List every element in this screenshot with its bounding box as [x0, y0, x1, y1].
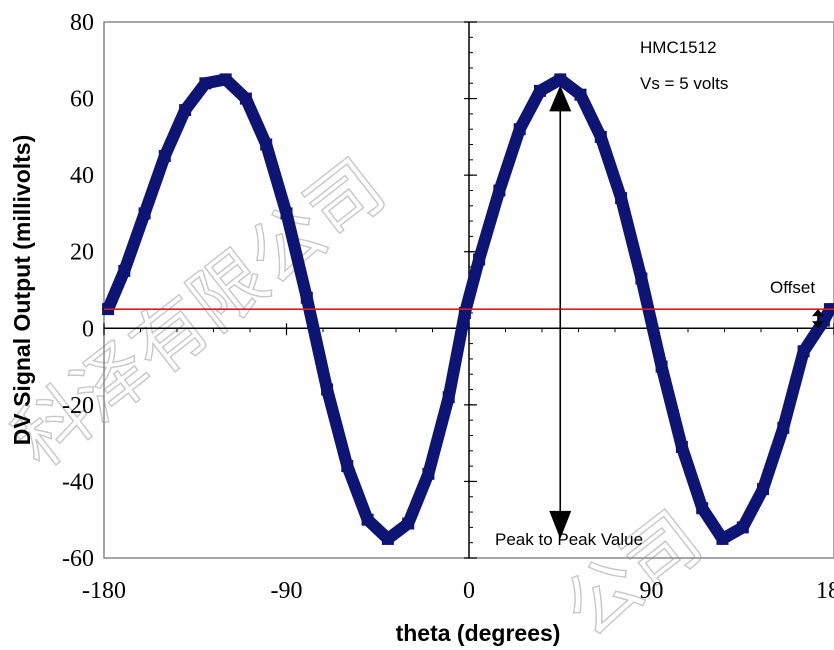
offset-arrow-head-up: [812, 309, 824, 317]
watermark-text-2: 公司: [548, 495, 718, 650]
data-point: [493, 184, 506, 197]
data-point: [138, 207, 151, 220]
y-tick-label: 80: [70, 10, 94, 36]
offset-label: Offset: [770, 278, 815, 297]
y-tick-label: 60: [70, 87, 94, 113]
data-point: [422, 467, 435, 480]
data-point: [736, 521, 749, 534]
data-point: [361, 513, 374, 526]
data-point: [118, 264, 131, 277]
annotation-layer: [104, 85, 834, 539]
data-point: [594, 130, 607, 143]
data-point: [675, 441, 688, 453]
data-point: [179, 104, 192, 117]
y-tick-label: -60: [62, 546, 94, 572]
x-axis-title: theta (degrees): [396, 620, 561, 646]
x-tick-label: -180: [82, 578, 126, 604]
data-point: [280, 207, 293, 220]
x-tick-label: 90: [640, 578, 664, 604]
y-tick-label: 0: [82, 316, 94, 342]
y-tick-label: 40: [70, 163, 94, 189]
data-point: [458, 307, 471, 319]
watermark: 科泽有限公司 公司: [0, 142, 718, 650]
data-point: [777, 421, 790, 434]
offset-arrow-head-down: [812, 321, 824, 329]
y-tick-label: 20: [70, 240, 94, 266]
data-point: [402, 517, 415, 530]
y-axis-title: DV Signal Output (millivolts): [9, 135, 35, 446]
x-tick-label: 180: [816, 578, 834, 604]
data-point: [757, 483, 769, 496]
data-point: [696, 502, 709, 515]
data-point: [574, 88, 587, 101]
device-label: HMC1512: [640, 38, 717, 57]
y-tick-label: -40: [62, 469, 94, 495]
series-layer: [102, 73, 834, 545]
data-point: [381, 532, 394, 545]
data-point: [300, 291, 313, 304]
data-point: [534, 84, 546, 97]
peak-arrow-head-up: [549, 85, 572, 112]
data-point: [655, 360, 668, 373]
x-tick-label: 0: [463, 578, 475, 604]
data-point: [635, 272, 648, 285]
y-tick-label: -20: [62, 393, 94, 419]
data-point: [615, 192, 628, 205]
data-point: [797, 345, 810, 358]
data-point: [442, 391, 455, 404]
data-point: [554, 73, 567, 86]
x-tick-label: -90: [271, 578, 303, 604]
data-point: [473, 253, 486, 266]
data-point: [219, 73, 232, 86]
data-point: [513, 123, 526, 136]
data-point: [341, 460, 354, 473]
data-point: [260, 138, 273, 151]
data-point: [158, 150, 171, 162]
data-point: [199, 77, 212, 90]
peak-arrow-head-down: [549, 510, 572, 539]
data-point: [321, 383, 334, 396]
peak-to-peak-label: Peak to Peak Value: [495, 530, 643, 549]
data-point: [716, 532, 729, 545]
data-point: [239, 92, 252, 105]
supply-label: Vs = 5 volts: [640, 74, 728, 93]
